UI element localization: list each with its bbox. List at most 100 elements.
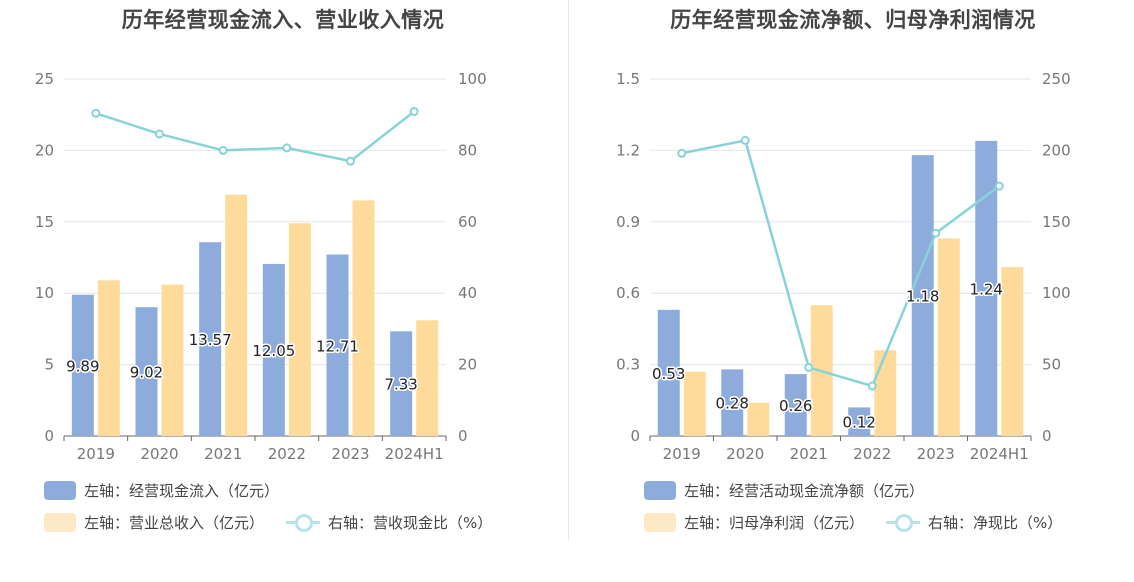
line-point [218,145,228,155]
x-tick-label: 2023 [331,445,369,463]
line-point [677,148,687,158]
data-label: 9.89 [66,357,99,375]
data-label: 0.53 [652,365,685,383]
data-label: 1.18 [906,288,939,306]
y-right-tick-label: 0 [1042,427,1052,445]
x-tick-label: 2019 [77,445,115,463]
legend-item-net-ratio[interactable]: 右轴：净现比（%） [886,512,1062,533]
line-point [740,135,750,145]
bar-primary [911,155,934,436]
chart-panel-net-cash: 历年经营现金流净额、归母净利润情况 0 0.3 0.6 0.9 1.2 1.5 0 50 100… [572,0,1134,582]
data-label: 0.28 [716,395,749,413]
bar-secondary [937,238,960,436]
y-left-tick-label: 20 [35,141,54,159]
y-left-tick-label: 0.6 [616,284,640,302]
data-label: 12.71 [316,337,359,355]
bar-secondary [97,280,120,436]
legend-swatch-bar [644,481,676,500]
x-tick-label: 2022 [853,445,891,463]
line-point [931,228,941,238]
legend-label: 右轴：净现比（%） [928,514,1063,532]
ratio-line [95,110,415,163]
y-right-tick-label: 0 [458,427,468,445]
chart-plot-area: 0 0.3 0.6 0.9 1.2 1.5 0 50 100 150 200 250 2019 2020 2… [616,70,1071,463]
bar-primary [721,369,744,436]
y-right-tick-label: 50 [1042,356,1061,374]
x-tick-label: 2023 [917,445,955,463]
bar-primary [848,407,871,436]
legend-label: 左轴：归母净利润（亿元） [684,514,865,532]
legend-swatch-bar [44,481,76,500]
bar-primary [262,263,285,436]
data-label: 13.57 [189,331,232,349]
legend-item-net-cash[interactable]: 左轴：经营活动现金流净额（亿元） [644,480,924,501]
x-tick-label: 2024H1 [970,445,1029,463]
x-tick-label: 2019 [663,445,701,463]
x-tick-label: 2021 [204,445,242,463]
legend-swatch-bar [44,513,76,532]
x-tick-label: 2021 [790,445,828,463]
data-label: 0.26 [779,397,812,415]
legend-item-ratio[interactable]: 右轴：营收现金比（%） [286,512,492,533]
chart-title: 历年经营现金流入、营业收入情况 [121,8,445,32]
bar-secondary [1001,267,1024,436]
y-left-tick-label: 0 [630,427,640,445]
bar-secondary [225,194,248,436]
bar-primary [326,254,349,436]
line-point [867,381,877,391]
bar-primary [657,309,680,436]
legend-label: 左轴：营业总收入（亿元） [84,514,265,532]
bar-primary [784,374,807,436]
y-left-tick-label: 5 [44,356,54,374]
bar-primary [975,140,998,436]
chart-title: 历年经营现金流净额、归母净利润情况 [670,8,1036,32]
x-tick-label: 2022 [268,445,306,463]
y-right-tick-label: 100 [1042,284,1071,302]
data-label: 7.33 [384,376,417,394]
y-right-tick-label: 200 [1042,141,1071,159]
bar-secondary [161,284,184,436]
line-point [155,129,164,139]
legend-label: 左轴：经营活动现金流净额（亿元） [684,482,925,500]
y-right-tick-label: 40 [458,284,477,302]
legend-swatch-bar [644,513,676,532]
line-point [91,108,101,118]
chart-plot-area: 0 5 10 15 20 25 0 20 40 60 80 100 2019 2020 2021 2022 20… [35,70,487,463]
x-tick-label: 2024H1 [385,445,444,463]
bar-secondary [874,350,897,436]
x-tick-label: 2020 [726,445,764,463]
bar-primary [71,294,94,436]
bar-secondary [288,223,311,436]
line-point [994,181,1004,191]
x-tick-label: 2020 [140,445,178,463]
legend-item-net-profit[interactable]: 左轴：归母净利润（亿元） [644,512,864,533]
chart-panel-cash-inflow: 历年经营现金流入、营业收入情况 0 5 10 15 20 25 0 20 40 60 80 100 20… [0,0,566,582]
data-label: 0.12 [843,414,876,432]
data-label: 12.05 [252,342,295,360]
y-left-tick-label: 0.3 [616,356,640,374]
y-left-tick-label: 10 [35,284,54,302]
y-right-tick-label: 150 [1042,213,1071,231]
bar-secondary [352,200,375,436]
panel-divider [568,0,569,540]
legend-label: 左轴：经营现金流入（亿元） [84,482,280,500]
line-point [282,143,292,153]
line-point [409,106,419,116]
bar-primary [390,331,413,436]
y-left-tick-label: 25 [35,70,54,88]
y-right-tick-label: 80 [458,141,477,159]
y-left-tick-label: 0.9 [616,213,640,231]
legend-item-cash-inflow[interactable]: 左轴：经营现金流入（亿元） [44,480,279,501]
y-right-tick-label: 60 [458,213,477,231]
bar-primary [135,307,158,436]
y-right-tick-label: 250 [1042,70,1071,88]
y-right-tick-label: 20 [458,356,477,374]
bar-secondary [416,320,439,436]
legend-item-revenue[interactable]: 左轴：营业总收入（亿元） [44,512,264,533]
bar-secondary [747,402,770,436]
legend-label: 右轴：营收现金比（%） [328,514,493,532]
y-left-tick-label: 15 [35,213,54,231]
ratio-line [681,138,1000,388]
y-left-tick-label: 1.2 [616,141,640,159]
line-point [804,362,814,372]
